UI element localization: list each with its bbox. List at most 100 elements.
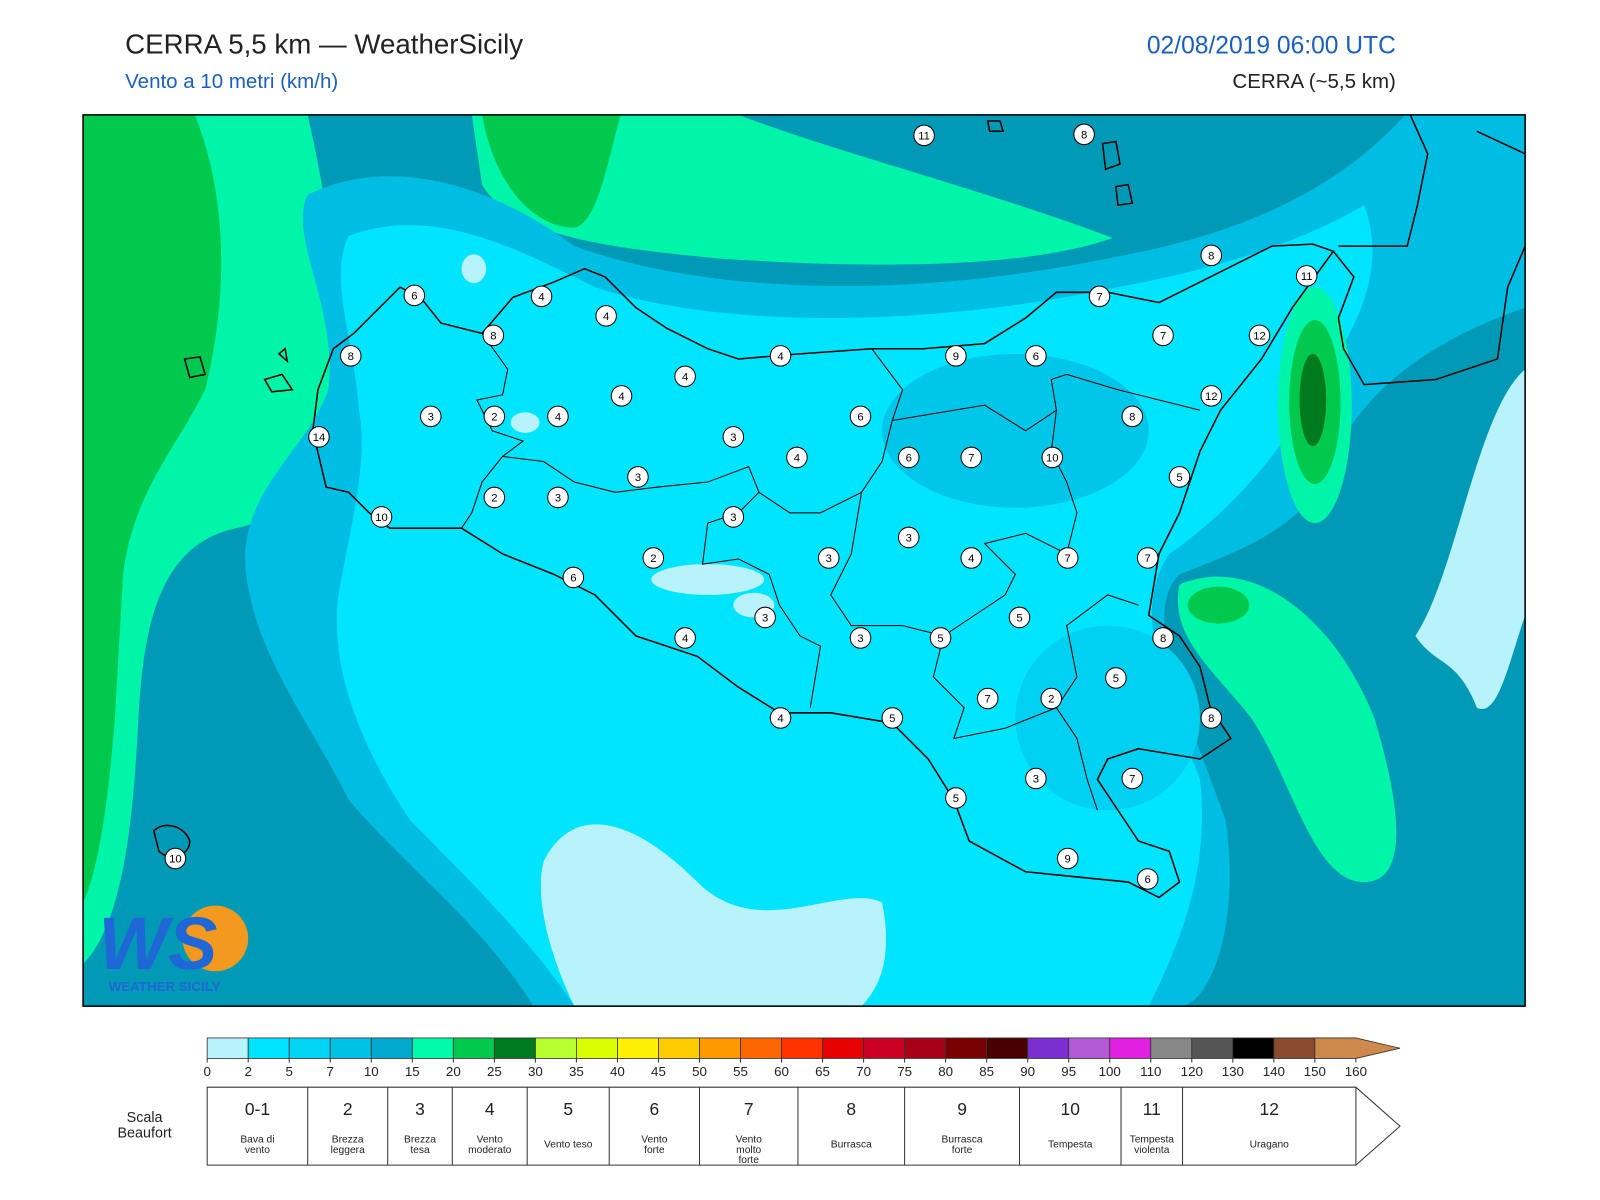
colorbar-tick-label: 150 (1304, 1064, 1326, 1079)
logo: WS WEATHER SICILY (98, 902, 249, 994)
station-value: 2 (1048, 694, 1054, 706)
beaufort-force: 3 (415, 1099, 425, 1119)
station-marker (547, 486, 569, 509)
wind-area (1187, 586, 1250, 624)
station-marker (769, 707, 792, 729)
station-value: 7 (1129, 774, 1135, 786)
beaufort-force: 5 (563, 1099, 573, 1119)
station-value: 8 (490, 330, 496, 342)
colorbar-segment (658, 1037, 700, 1059)
beaufort-name: Vento molto forte (736, 1135, 763, 1167)
wind-area (1415, 369, 1526, 710)
station-value: 8 (1208, 713, 1214, 725)
station-value: 6 (1145, 874, 1151, 886)
station-value: 5 (937, 633, 943, 645)
beaufort-force: 0-1 (245, 1099, 270, 1119)
station-value: 6 (411, 290, 417, 302)
station-value: 4 (538, 292, 544, 304)
station-value: 4 (555, 412, 561, 424)
wind-area (471, 114, 1113, 265)
station-marker (562, 566, 585, 589)
colorbar-segment (699, 1037, 741, 1059)
colorbar-segment (945, 1037, 988, 1059)
station-value: 7 (985, 694, 991, 706)
station-value: 3 (555, 493, 561, 505)
station-value: 11 (1301, 271, 1313, 283)
station-value: 9 (1065, 854, 1071, 866)
station-value: 3 (1033, 774, 1039, 786)
title: CERRA 5,5 km — WeatherSicily (125, 28, 523, 59)
station-value: 6 (906, 453, 912, 465)
station-value: 3 (826, 553, 832, 565)
station-value: 8 (1160, 633, 1166, 645)
station-marker (945, 345, 967, 367)
wind-area (1015, 625, 1200, 811)
colorbar-segment (617, 1037, 659, 1059)
map: 11 8 8 11 6 4 4 7 8 7 12 8 4 9 6 4 4 12 3 2 4 6 8 14 3 4 6 7 10 3 5 2 3 1… (83, 114, 1526, 1007)
map-frame (82, 114, 1526, 1007)
colorbar-segment (1191, 1037, 1234, 1059)
station-marker (897, 526, 920, 549)
station-marker (1041, 446, 1064, 469)
logo-name: WEATHER SICILY (109, 979, 221, 994)
station-value: 11 (918, 130, 930, 142)
station-marker (483, 405, 506, 428)
colorbar-tick-label: 15 (405, 1064, 420, 1079)
station-value: 8 (1129, 412, 1135, 424)
wind-area (1299, 353, 1327, 447)
beaufort-name: Uragano (1250, 1140, 1290, 1151)
wind-area (882, 353, 1149, 508)
station-value: 5 (889, 713, 895, 725)
station-value: 5 (953, 793, 959, 805)
station-marker (1168, 466, 1191, 488)
beaufort-force: 11 (1143, 1099, 1161, 1119)
station-value: 3 (428, 412, 434, 424)
station-marker (929, 627, 952, 649)
beaufort-name: Bava di vento (240, 1135, 274, 1156)
colorbar-tick-label: 65 (815, 1064, 830, 1079)
colorbar-tick-label: 2 (244, 1064, 251, 1079)
beaufort-name: Burrasca (831, 1140, 872, 1151)
station-marker (1200, 244, 1223, 267)
subtitle: Vento a 10 metri (km/h) (125, 70, 338, 93)
colorbar-tick-label: 10 (364, 1064, 379, 1079)
beaufort-force: 6 (650, 1099, 660, 1119)
beaufort-frame (206, 1086, 1401, 1166)
station-marker (722, 426, 745, 448)
colorbar-arrow (1314, 1037, 1401, 1059)
model-label: CERRA (~5,5 km) (1232, 70, 1395, 93)
station-value: 3 (762, 613, 768, 625)
beaufort-force: 8 (846, 1099, 856, 1119)
colorbar-segment (534, 1037, 577, 1059)
station-marker (769, 345, 792, 367)
station-marker (674, 365, 696, 388)
station-value: 3 (906, 533, 912, 545)
colorbar-segment (1068, 1037, 1111, 1059)
colorbar: 0 2 5 7 10 15 20 25 30 35 40 45 50 55 60 65 70 75 80 85 90 95… (203, 1037, 1401, 1079)
colorbar-tick-label: 25 (487, 1064, 502, 1079)
station-value: 6 (570, 573, 576, 585)
colorbar-segment (1273, 1037, 1316, 1059)
colorbar-segment (206, 1037, 249, 1059)
colorbar-tick-label: 30 (528, 1064, 543, 1079)
colorbar-segment (1232, 1037, 1275, 1059)
station-value: 6 (857, 412, 863, 424)
station-value: 8 (1208, 250, 1214, 262)
station-marker (1121, 767, 1144, 790)
beaufort-label: Scala Beaufort (117, 1110, 171, 1141)
colorbar-tick-label: 120 (1181, 1064, 1203, 1079)
colorbar-tick-label: 95 (1061, 1064, 1076, 1079)
station-marker (849, 627, 872, 649)
beaufort-name: Tempesta (1048, 1140, 1093, 1151)
wind-area (651, 564, 765, 595)
colorbar-segment (329, 1037, 372, 1059)
station-value: 8 (1081, 129, 1087, 141)
station-marker (1200, 707, 1223, 729)
station-marker (547, 405, 569, 428)
station-marker (370, 506, 393, 528)
station-marker (1105, 667, 1127, 689)
station-value: 3 (730, 432, 736, 444)
station-marker (1136, 547, 1159, 569)
